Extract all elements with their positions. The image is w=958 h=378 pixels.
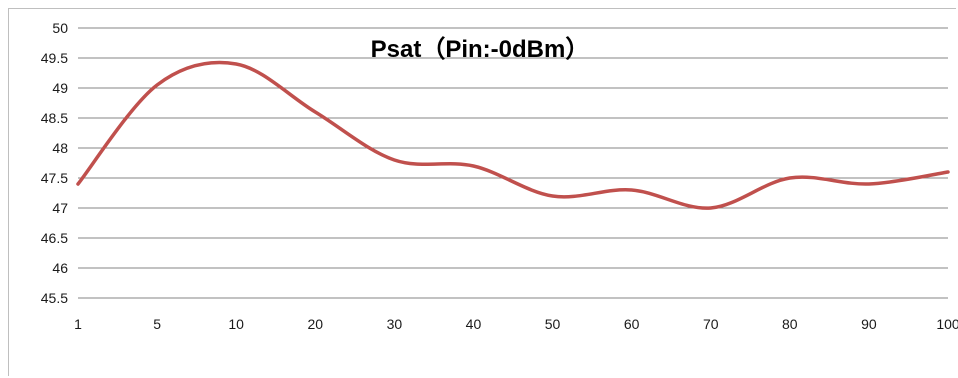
x-tick-label: 10 (228, 316, 244, 332)
y-tick-label: 46 (52, 260, 68, 276)
x-tick-label: 30 (387, 316, 403, 332)
series-line (76, 60, 950, 210)
x-tick-label: 50 (545, 316, 561, 332)
x-tick-label: 1 (74, 316, 82, 332)
chart-frame (8, 8, 956, 376)
y-tick-label: 48.5 (41, 110, 68, 126)
y-tick-label: 48 (52, 140, 68, 156)
y-tick-label: 50 (52, 20, 68, 36)
x-tick-label: 90 (861, 316, 877, 332)
y-axis-ticks: 45.5 46 46.5 47 47.5 48 48.5 49 49.5 50 (41, 20, 68, 306)
y-tick-label: 49.5 (41, 50, 68, 66)
x-tick-label: 20 (307, 316, 323, 332)
x-tick-label: 100 (936, 316, 958, 332)
x-tick-label: 40 (466, 316, 482, 332)
y-tick-label: 45.5 (41, 290, 68, 306)
y-tick-label: 49 (52, 80, 68, 96)
y-tick-label: 47.5 (41, 170, 68, 186)
x-tick-label: 80 (782, 316, 798, 332)
gridlines (78, 27, 948, 299)
x-axis-ticks: 1 5 10 20 30 40 50 60 70 80 90 100 (74, 316, 958, 332)
y-tick-label: 47 (52, 200, 68, 216)
series-lines (76, 60, 950, 210)
x-tick-label: 5 (153, 316, 161, 332)
y-tick-label: 46.5 (41, 230, 68, 246)
x-tick-label: 70 (703, 316, 719, 332)
x-tick-label: 60 (624, 316, 640, 332)
chart-title: Psat（Pin:-0dBm） (371, 36, 590, 63)
